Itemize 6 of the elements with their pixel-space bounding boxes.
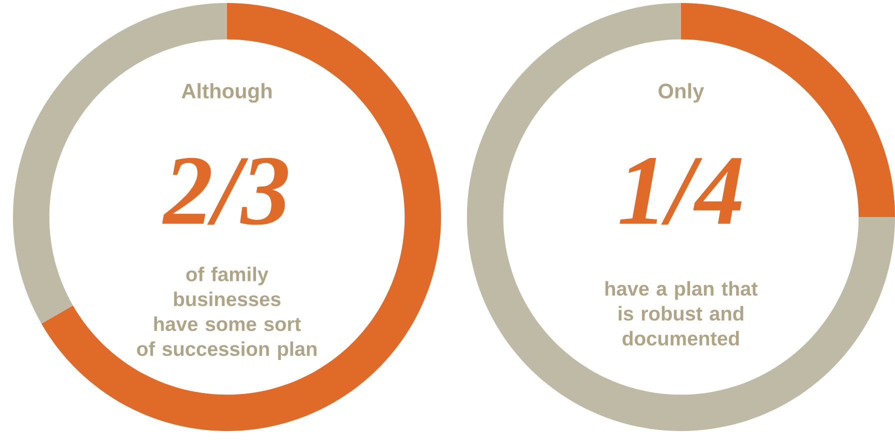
text: of family businesses have some sort of succession plan <box>137 266 316 360</box>
text: Only <box>658 83 704 103</box>
text: 2/3 <box>162 158 288 225</box>
text: Although <box>182 83 272 103</box>
text: 1/4 <box>620 158 742 225</box>
text: have a plan that is robust and documented <box>605 281 758 346</box>
